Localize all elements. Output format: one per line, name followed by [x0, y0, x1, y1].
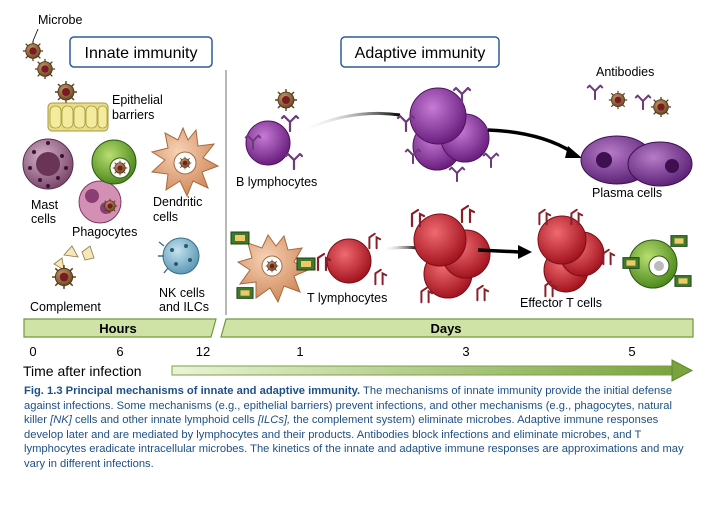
- timeline-bar: Hours Days: [23, 318, 694, 338]
- caption-nk: [NK]: [50, 414, 72, 427]
- plasma-cells-icon: [580, 135, 693, 187]
- tick-6: 6: [116, 344, 123, 359]
- tick-day-3: 3: [462, 344, 469, 359]
- mast-cell-icon: [22, 138, 74, 190]
- effector-t-cells-label: Effector T cells: [520, 296, 602, 310]
- antibodies-label: Antibodies: [596, 65, 654, 79]
- caption-figure-number: Fig. 1.3: [24, 385, 63, 397]
- nk-label-1: NK cells: [159, 286, 205, 300]
- adaptive-header: Adaptive immunity: [340, 36, 500, 68]
- adaptive-header-text: Adaptive immunity: [355, 45, 486, 62]
- effector-arrow: [477, 248, 521, 254]
- nk-label-2: and ILCs: [159, 300, 209, 314]
- epithelial-label-2: barriers: [112, 108, 154, 122]
- caption-title: Principal mechanisms of innate and adapt…: [65, 385, 361, 397]
- t-lymphocytes-label: T lymphocytes: [307, 291, 387, 305]
- tick-0: 0: [29, 344, 36, 359]
- dendritic-cell-icon: [150, 126, 220, 198]
- b-activation-arrow: [299, 111, 401, 134]
- complement-label: Complement: [30, 300, 101, 314]
- phagocyte-icon: [78, 139, 137, 224]
- epithelial-barrier-icon: [47, 102, 109, 132]
- caption-text-3: the complement system) eliminate microbe…: [24, 414, 684, 470]
- microbe-icon: [22, 40, 78, 104]
- antigen-presenting-cell-icon: [230, 231, 316, 304]
- tick-day-1: 1: [296, 344, 303, 359]
- immune-figure: Innate immunity Adaptive immunity Microb…: [22, 13, 694, 382]
- activated-t-cell-cluster: [410, 204, 491, 304]
- innate-header: Innate immunity: [69, 36, 213, 68]
- tick-day-5: 5: [628, 344, 635, 359]
- activated-b-cell-cluster: [396, 86, 500, 182]
- infected-macrophage-icon: [622, 235, 692, 289]
- microbe-label: Microbe: [38, 13, 83, 27]
- b-lymphocyte-icon: [244, 88, 304, 170]
- figure-caption: Fig. 1.3 Principal mechanisms of innate …: [24, 384, 694, 472]
- caption-text-1: The mechanisms of innate immunity provid…: [24, 385, 673, 427]
- complement-icon: [51, 245, 95, 290]
- mast-label-2: cells: [31, 212, 56, 226]
- days-segment: [220, 318, 694, 338]
- time-arrow: [171, 359, 694, 382]
- t-lymphocyte-icon: [316, 232, 388, 286]
- nk-cell-icon: [158, 237, 200, 275]
- plasma-cells-label: Plasma cells: [592, 186, 662, 200]
- hours-segment: [23, 318, 217, 338]
- innate-header-text: Innate immunity: [85, 45, 198, 62]
- time-axis-label: Time after infection: [23, 363, 142, 379]
- effector-t-cell-cluster: [537, 208, 616, 298]
- plasma-arrow: [487, 128, 573, 154]
- antibodies-icon: [586, 84, 672, 118]
- phagocytes-label: Phagocytes: [72, 225, 137, 239]
- caption-ilc: [ILCs],: [257, 414, 291, 427]
- days-label: Days: [430, 321, 461, 336]
- tick-12: 12: [196, 344, 210, 359]
- b-lymphocytes-label: B lymphocytes: [236, 175, 317, 189]
- mast-label-1: Mast: [31, 198, 59, 212]
- caption-text-2: cells and other innate lymphoid cells: [71, 414, 258, 427]
- hours-label: Hours: [99, 321, 137, 336]
- timeline-ticks: 0 6 12 1 3 5: [29, 344, 635, 359]
- dendritic-label-2: cells: [153, 210, 178, 224]
- t-activation-arrow: [381, 245, 419, 252]
- dendritic-label-1: Dendritic: [153, 195, 202, 209]
- epithelial-label-1: Epithelial: [112, 93, 163, 107]
